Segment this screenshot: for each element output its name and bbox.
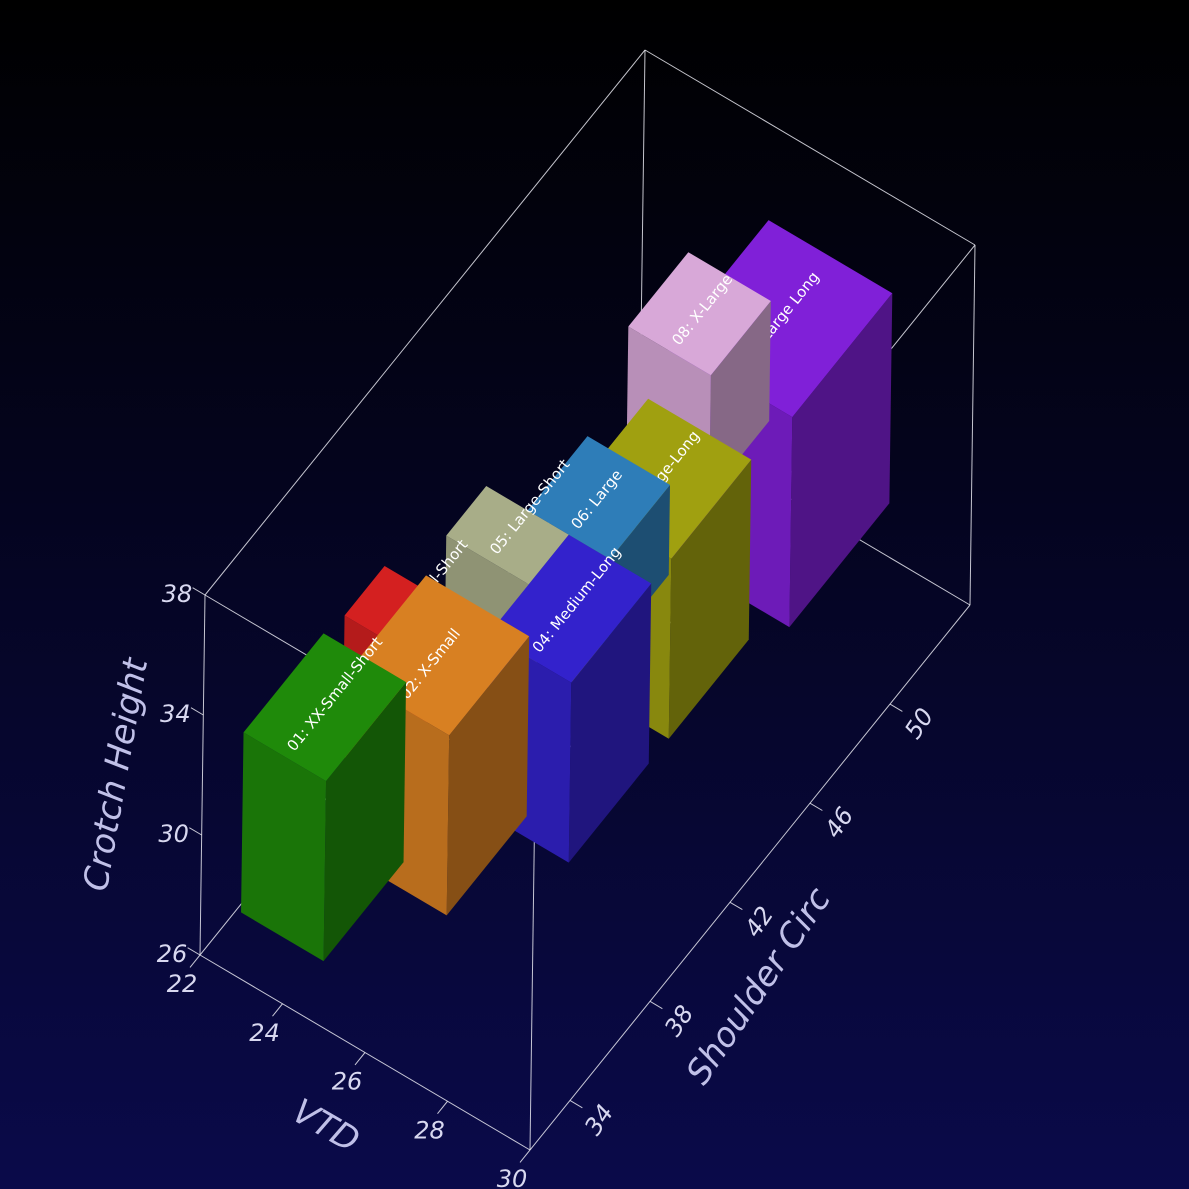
box-side (668, 459, 752, 739)
x-tick-label: 28 (414, 1116, 445, 1144)
z-tick-mark (189, 827, 202, 836)
box-top (488, 534, 652, 683)
z-tick-mark (187, 947, 201, 956)
y-tick-mark (729, 901, 743, 911)
box-side (789, 293, 893, 628)
y-tick-mark (889, 703, 903, 712)
box-top (446, 486, 569, 585)
x-tick-mark (189, 954, 201, 968)
z-tick-label: 34 (160, 700, 191, 728)
x-tick-label: 30 (497, 1165, 528, 1189)
x-tick-label: 26 (332, 1068, 363, 1096)
z-tick-mark (192, 587, 206, 596)
z-tick-label: 26 (157, 940, 188, 968)
y-tick-mark (569, 1100, 583, 1109)
x-tick-mark (272, 1003, 283, 1017)
x-tick-mark (354, 1052, 366, 1066)
box-top (243, 633, 407, 782)
axis-frame (969, 244, 976, 606)
box-front (241, 732, 327, 962)
x-tick-label: 24 (249, 1019, 280, 1047)
axis-frame (529, 604, 971, 1151)
box-top (527, 436, 670, 560)
x-tick-mark (437, 1100, 448, 1114)
y-tick-mark (809, 802, 823, 811)
z-tick-label: 38 (162, 580, 193, 608)
axis-frame (529, 789, 536, 1151)
axis-frame (204, 49, 646, 596)
box-side (568, 583, 652, 863)
y-tick-mark (649, 1000, 663, 1010)
x-tick-mark (519, 1149, 531, 1163)
axis-frame (199, 594, 206, 956)
z-tick-label: 30 (158, 820, 189, 848)
box-side (446, 636, 530, 916)
z-tick-mark (190, 707, 204, 716)
box-side (323, 682, 407, 962)
box-top (628, 252, 771, 376)
x-tick-label: 22 (167, 970, 198, 998)
axis-frame (644, 49, 976, 246)
